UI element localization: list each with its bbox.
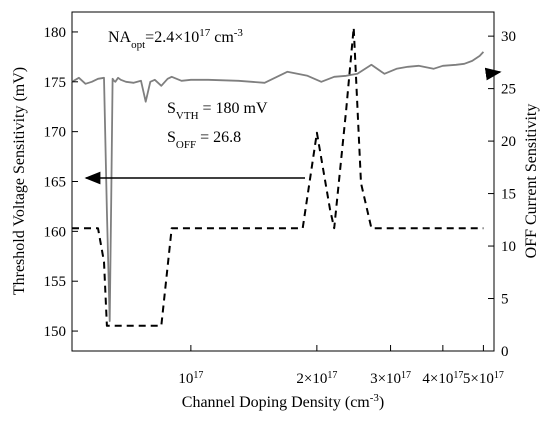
x-tick-label: 4×1017 — [422, 370, 463, 388]
y-right-tick-label: 30 — [501, 29, 516, 45]
y-left-tick-label: 175 — [44, 75, 67, 91]
y-left-tick-label: 170 — [44, 125, 67, 141]
y-left-tick-label: 165 — [44, 175, 67, 191]
y-right-axis-title: OFF Current Sensitivity — [523, 104, 540, 259]
x-tick-label: 2×1017 — [296, 370, 337, 388]
y-right-tick-label: 20 — [501, 134, 516, 150]
threshold-voltage-sensitivity-line — [71, 51, 485, 323]
y-right-tick-label: 0 — [501, 344, 509, 360]
annotation-na-opt: NAopt=2.4×1017 cm-3 — [108, 27, 243, 51]
x-tick-label: 5×1017 — [463, 370, 504, 388]
y-right-tick-label: 15 — [501, 187, 516, 203]
y-left-tick-label: 180 — [44, 25, 67, 41]
off-current-sensitivity-line — [72, 26, 484, 327]
y-right-tick-label: 5 — [501, 292, 509, 308]
y-right-axis-ticks: 0 5 10 15 20 25 30 — [488, 29, 516, 360]
x-axis-title: Channel Doping Density (cm-3) — [182, 392, 384, 411]
series-layer — [71, 26, 485, 327]
x-axis-ticks: 1017 2×1017 3×1017 4×1017 5×1017 — [178, 345, 504, 387]
plot-frame — [71, 11, 495, 352]
y-left-axis-ticks: 150 155 160 165 170 175 180 — [44, 25, 78, 340]
x-tick-label: 1017 — [178, 370, 203, 388]
y-right-tick-label: 25 — [501, 82, 516, 98]
right-axis-arrow — [484, 67, 502, 81]
y-left-tick-label: 160 — [44, 224, 67, 240]
y-left-tick-label: 150 — [44, 324, 67, 340]
y-left-tick-label: 155 — [44, 274, 67, 290]
x-tick-label: 3×1017 — [370, 370, 411, 388]
annotation-s-off: SOFF = 26.8 — [167, 129, 241, 151]
y-left-axis-title: Threshold Voltage Sensitivity (mV) — [11, 67, 28, 295]
annotation-s-vth: SVTH = 180 mV — [167, 100, 268, 122]
y-right-tick-label: 10 — [501, 239, 516, 255]
